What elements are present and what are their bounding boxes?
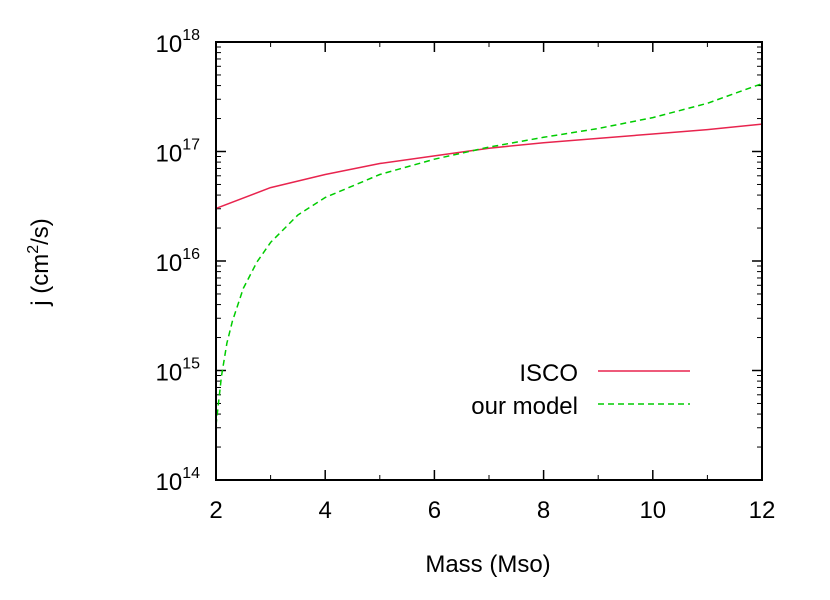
x-axis-label: Mass (Mso): [425, 551, 550, 578]
x-tick-label: 2: [209, 497, 222, 524]
x-tick-label: 6: [428, 497, 441, 524]
x-tick-label: 12: [749, 497, 776, 524]
y-tick-label: 1014: [156, 465, 201, 496]
y-axis-label: j (cm2/s): [25, 218, 54, 307]
y-tick-label: 1016: [156, 246, 201, 277]
plot-frame: [215, 41, 763, 481]
x-tick-label: 4: [319, 497, 332, 524]
x-tick-label: 8: [537, 497, 550, 524]
legend-label-our-model: our model: [471, 393, 578, 420]
y-tick-label: 1015: [156, 356, 201, 387]
series-line-isco: [215, 123, 763, 210]
legend-label-isco: ISCO: [519, 360, 578, 387]
y-tick-label: 1018: [156, 27, 201, 58]
y-axis-label-suffix: /s): [27, 218, 54, 245]
legend: ISCO our model: [471, 360, 690, 420]
y-tick-label: 1017: [156, 137, 201, 168]
series-layer: [215, 82, 763, 426]
x-tick-label: 10: [639, 497, 666, 524]
axis-tick-labels: 2 4 6 8 10 12 1014 1015 1016 1017 1018: [156, 27, 776, 524]
series-line-our-model: [215, 82, 763, 426]
y-axis-label-superscript: 2: [25, 245, 42, 254]
y-axis-label-prefix: j (cm: [27, 254, 54, 307]
